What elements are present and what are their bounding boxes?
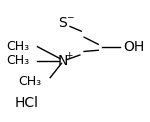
Text: +: + bbox=[66, 51, 73, 60]
Text: −: − bbox=[66, 12, 74, 21]
Text: CH₃: CH₃ bbox=[19, 75, 42, 88]
Text: HCl: HCl bbox=[15, 96, 39, 110]
Text: S: S bbox=[58, 16, 67, 30]
Text: CH₃: CH₃ bbox=[6, 55, 29, 67]
Text: OH: OH bbox=[124, 40, 145, 54]
Text: CH₃: CH₃ bbox=[6, 40, 29, 53]
Text: N: N bbox=[58, 54, 68, 68]
